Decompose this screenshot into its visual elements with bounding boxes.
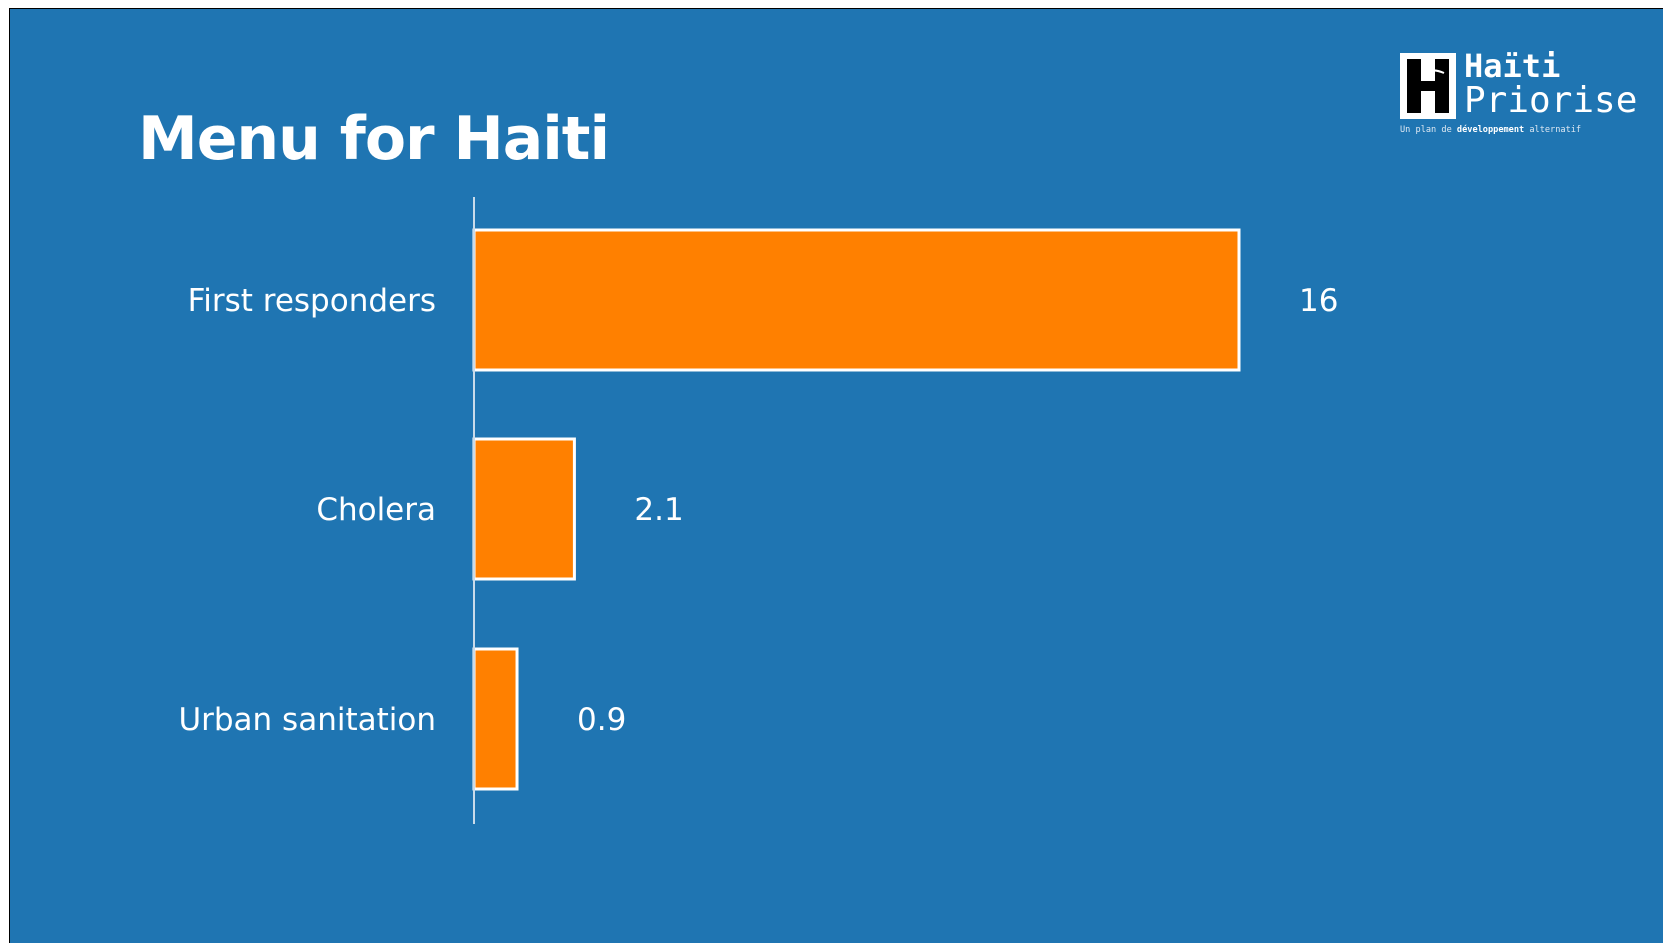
logo-line1: Haïti	[1464, 47, 1561, 85]
logo-tagline-pre: Un plan de	[1400, 125, 1457, 135]
value-label-0: 16	[1299, 283, 1338, 319]
category-label-2: Urban sanitation	[178, 702, 436, 738]
category-label-0: First responders	[188, 283, 436, 319]
value-label-1: 2.1	[634, 492, 683, 528]
logo-tagline: Un plan de développement alternatif	[1400, 125, 1581, 135]
logo-line2: Priorise	[1464, 80, 1638, 121]
haiti-priorise-logo: Haïti Priorise Un plan de développement …	[1400, 47, 1650, 149]
category-label-1: Cholera	[316, 492, 436, 528]
bar-chart: First responders 16 Cholera 2.1 Urban sanita…	[178, 197, 1338, 824]
logo-tagline-bold: développement	[1456, 125, 1525, 135]
slide: Menu for Haiti Haïti Priorise Un plan de…	[9, 8, 1663, 943]
logo-tagline-post: alternatif	[1524, 125, 1582, 135]
bar-1	[472, 437, 576, 581]
logo-mark-icon	[1400, 53, 1456, 119]
bar-0	[472, 228, 1241, 372]
value-label-2: 0.9	[577, 702, 626, 738]
bar-2	[472, 647, 519, 791]
page-title: Menu for Haiti	[138, 104, 610, 174]
